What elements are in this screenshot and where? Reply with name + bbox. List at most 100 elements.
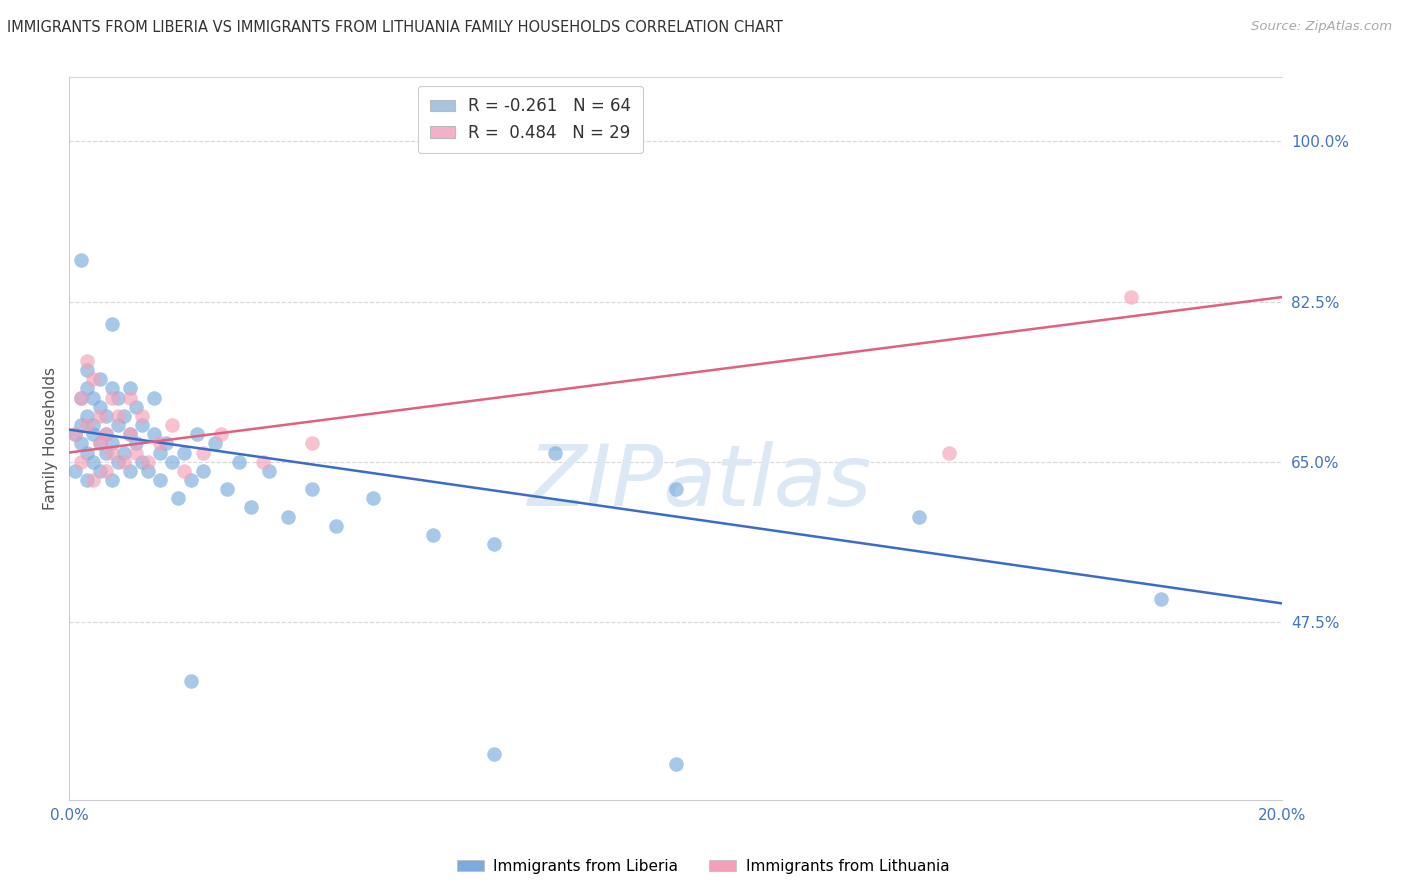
Point: [76, 409, 98, 423]
Point: [422, 528, 444, 542]
Point: [131, 409, 153, 423]
Point: [82, 372, 104, 386]
Point: [204, 436, 226, 450]
Point: [125, 436, 148, 450]
Point: [162, 418, 184, 433]
Point: [89, 372, 111, 386]
Point: [89, 409, 111, 423]
Point: [89, 464, 111, 478]
Point: [167, 491, 190, 506]
Point: [112, 455, 135, 469]
Text: Source: ZipAtlas.com: Source: ZipAtlas.com: [1251, 20, 1392, 33]
Point: [125, 445, 148, 459]
Point: [118, 391, 141, 405]
Point: [259, 464, 281, 478]
Point: [100, 318, 122, 332]
Y-axis label: Family Households: Family Households: [44, 368, 58, 510]
Point: [277, 509, 299, 524]
Point: [94, 464, 117, 478]
Point: [65, 464, 87, 478]
Point: [107, 409, 129, 423]
Point: [76, 473, 98, 487]
Point: [215, 482, 238, 496]
Point: [94, 445, 117, 459]
Point: [94, 427, 117, 442]
Point: [240, 500, 263, 515]
Point: [301, 436, 323, 450]
Point: [76, 418, 98, 433]
Point: [76, 354, 98, 368]
Point: [82, 391, 104, 405]
Point: [162, 455, 184, 469]
Point: [173, 445, 195, 459]
Point: [100, 436, 122, 450]
Point: [252, 455, 274, 469]
Point: [143, 391, 166, 405]
Point: [136, 464, 159, 478]
Point: [82, 418, 104, 433]
Point: [107, 418, 129, 433]
Point: [149, 445, 172, 459]
Point: [665, 482, 688, 496]
Point: [82, 455, 104, 469]
Point: [143, 427, 166, 442]
Point: [301, 482, 323, 496]
Point: [76, 445, 98, 459]
Point: [543, 445, 565, 459]
Point: [94, 409, 117, 423]
Point: [112, 445, 135, 459]
Text: IMMIGRANTS FROM LIBERIA VS IMMIGRANTS FROM LITHUANIA FAMILY HOUSEHOLDS CORRELATI: IMMIGRANTS FROM LIBERIA VS IMMIGRANTS FR…: [7, 20, 783, 35]
Point: [100, 382, 122, 396]
Point: [228, 455, 250, 469]
Point: [100, 445, 122, 459]
Point: [325, 518, 347, 533]
Point: [1119, 290, 1142, 304]
Point: [89, 436, 111, 450]
Point: [1150, 591, 1173, 606]
Text: ZIPatlas: ZIPatlas: [529, 441, 872, 524]
Point: [89, 436, 111, 450]
Point: [76, 363, 98, 377]
Point: [82, 473, 104, 487]
Point: [361, 491, 384, 506]
Point: [82, 427, 104, 442]
Point: [112, 409, 135, 423]
Point: [191, 464, 214, 478]
Legend: R = -0.261   N = 64, R =  0.484   N = 29: R = -0.261 N = 64, R = 0.484 N = 29: [418, 86, 643, 153]
Point: [70, 391, 93, 405]
Point: [118, 427, 141, 442]
Point: [65, 427, 87, 442]
Point: [65, 427, 87, 442]
Point: [118, 464, 141, 478]
Point: [70, 253, 93, 268]
Point: [665, 756, 688, 771]
Point: [191, 445, 214, 459]
Point: [100, 391, 122, 405]
Point: [938, 445, 960, 459]
Point: [118, 427, 141, 442]
Point: [131, 455, 153, 469]
Point: [482, 747, 505, 762]
Point: [118, 382, 141, 396]
Point: [70, 391, 93, 405]
Point: [482, 537, 505, 551]
Point: [107, 391, 129, 405]
Point: [70, 455, 93, 469]
Point: [131, 418, 153, 433]
Point: [76, 382, 98, 396]
Point: [89, 400, 111, 414]
Point: [94, 427, 117, 442]
Point: [107, 455, 129, 469]
Point: [173, 464, 195, 478]
Point: [180, 473, 202, 487]
Point: [907, 509, 929, 524]
Point: [149, 473, 172, 487]
Point: [149, 436, 172, 450]
Point: [155, 436, 177, 450]
Legend: Immigrants from Liberia, Immigrants from Lithuania: Immigrants from Liberia, Immigrants from…: [451, 853, 955, 880]
Point: [186, 427, 208, 442]
Point: [70, 436, 93, 450]
Point: [136, 455, 159, 469]
Point: [125, 400, 148, 414]
Point: [209, 427, 232, 442]
